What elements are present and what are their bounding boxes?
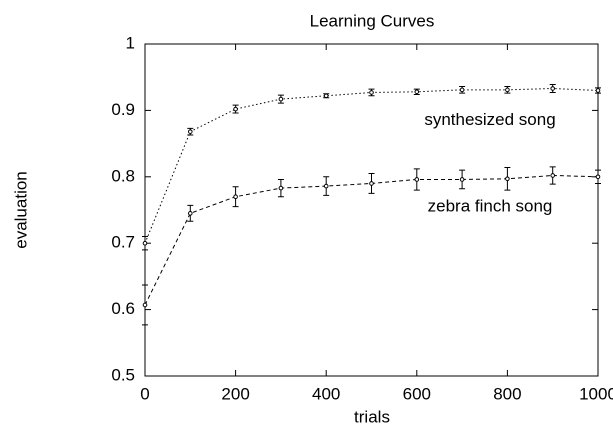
data-point xyxy=(505,176,510,182)
data-point xyxy=(233,106,238,112)
data-point xyxy=(459,177,465,182)
data-point xyxy=(142,302,148,308)
x-tick-label: 600 xyxy=(403,384,431,403)
data-point xyxy=(278,96,284,102)
data-point xyxy=(233,194,238,200)
data-point xyxy=(323,183,329,189)
data-point xyxy=(142,240,148,246)
y-tick-label: 0.7 xyxy=(111,233,135,252)
data-point xyxy=(595,174,601,180)
y-axis-label: evaluation xyxy=(11,171,30,249)
data-point xyxy=(550,86,556,91)
data-point xyxy=(505,87,510,93)
y-tick-label: 0.5 xyxy=(111,365,135,384)
chart-title: Learning Curves xyxy=(310,11,435,30)
x-tick-label: 400 xyxy=(312,384,340,403)
y-tick-label: 1 xyxy=(126,33,135,52)
x-tick-label: 1000 xyxy=(579,384,613,403)
series-label: synthesized song xyxy=(424,110,555,129)
data-point xyxy=(550,173,556,178)
data-point xyxy=(459,87,465,93)
data-point xyxy=(278,185,284,191)
plot-frame xyxy=(144,43,599,377)
data-point xyxy=(188,129,193,134)
data-point xyxy=(414,89,420,95)
data-point xyxy=(369,90,374,95)
y-tick-label: 0.8 xyxy=(111,166,135,185)
data-point xyxy=(595,88,601,93)
series-line xyxy=(144,174,599,306)
data-point xyxy=(369,181,374,186)
x-axis-label: trials xyxy=(354,407,390,426)
series-label: zebra finch song xyxy=(428,196,553,215)
x-tick-label: 0 xyxy=(140,384,149,403)
data-point xyxy=(188,211,193,216)
x-tick-label: 200 xyxy=(221,384,249,403)
x-tick-label: 800 xyxy=(493,384,521,403)
y-tick-label: 0.6 xyxy=(111,299,135,318)
data-point xyxy=(323,93,329,99)
data-point xyxy=(414,177,420,182)
y-tick-label: 0.9 xyxy=(111,100,135,119)
